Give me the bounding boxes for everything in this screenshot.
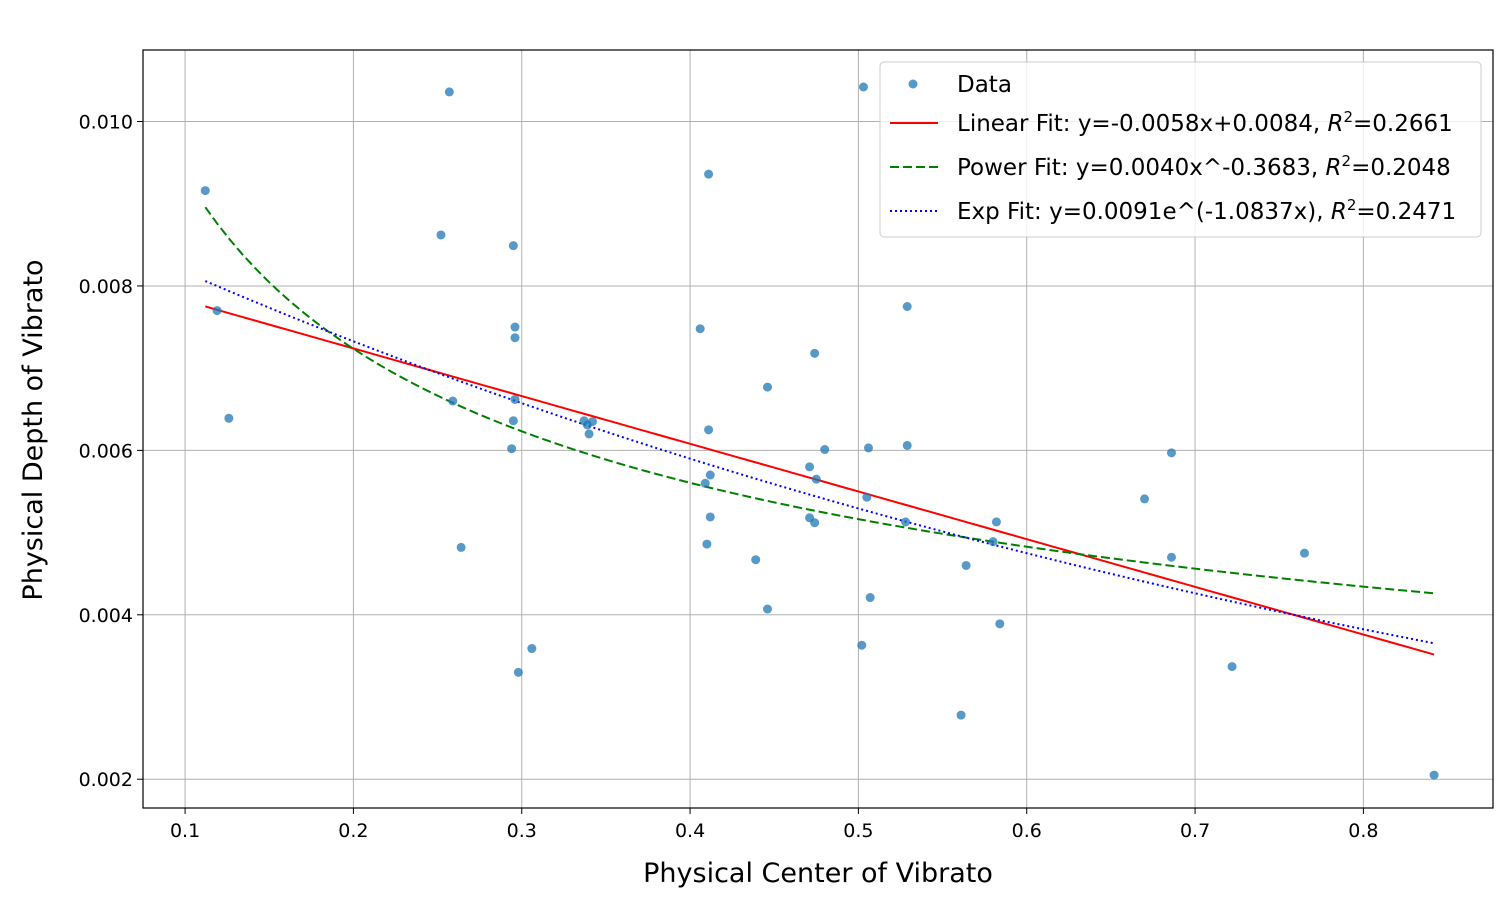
data-point [991,517,1001,527]
plot-frame [142,49,1494,809]
data-point [1227,662,1237,672]
data-point [436,230,446,240]
y-tick-label: 0.006 [79,440,133,462]
x-tick-label: 0.8 [1348,820,1378,842]
data-point [700,478,710,488]
data-point [705,512,715,522]
y-tick-label: 0.004 [79,605,133,627]
data-point [805,462,815,472]
data-point [961,560,971,570]
data-point [763,604,773,614]
data-point [584,429,594,439]
data-point [695,324,705,334]
data-point [456,542,466,552]
data-point [224,413,234,423]
data-point [751,555,761,565]
legend: Data Linear Fit: y=-0.0058x+0.0084, R2=0.… [879,61,1482,238]
legend-entry-label: Power Fit: y=0.0040x^-0.3683, R2=0.2048 [957,152,1451,181]
data-point [820,445,830,455]
data-point [212,306,222,316]
legend-entry-label: Linear Fit: y=-0.0058x+0.0084, R2=0.2661 [957,108,1453,137]
exponential-fit-line [204,280,1435,645]
y-tick-label: 0.002 [79,769,133,791]
y-tick-label: 0.010 [79,112,133,134]
x-axis-label: Physical Center of Vibrato [643,858,993,889]
data-point [863,443,873,453]
data-point [902,302,912,312]
data-point [995,619,1005,629]
x-tick-label: 0.2 [338,820,368,842]
data-point [507,444,517,454]
y-axis-label: Physical Depth of Vibrato [18,259,49,600]
y-tick-label: 0.008 [79,276,133,298]
data-point [901,517,911,527]
data-point [702,539,712,549]
data-point [862,492,872,502]
data-point [810,348,820,358]
axis-ticks: 0.1 0.2 0.3 0.4 0.5 0.6 0.7 0.8 0.002 0.004 0.006 0… [79,112,1379,842]
data-point [865,593,875,603]
data-point [510,322,520,332]
data-point [763,382,773,392]
legend-data-marker [908,79,918,89]
data-point [1166,552,1176,562]
power-fit-line [204,206,1435,595]
data-point [513,667,523,677]
data-point [510,333,520,343]
data-point [587,417,597,427]
data-point [988,537,998,547]
data-points [200,82,1439,780]
x-tick-label: 0.7 [1180,820,1210,842]
data-point [508,416,518,426]
data-point [811,474,821,484]
x-tick-label: 0.5 [843,820,873,842]
x-tick-label: 0.1 [170,820,200,842]
x-tick-label: 0.3 [507,820,537,842]
data-point [527,644,537,654]
legend-entry-label: Exp Fit: y=0.0091e^(-1.0837x), R2=0.2471 [957,196,1456,225]
data-point [858,82,868,92]
x-tick-label: 0.4 [675,820,705,842]
data-point [508,241,518,251]
legend-box [879,61,1482,238]
data-point [1166,448,1176,458]
data-point [705,470,715,480]
data-point [1429,770,1439,780]
data-point [857,640,867,650]
data-point [448,396,458,406]
data-point [200,186,210,196]
data-point [1299,548,1309,558]
x-tick-label: 0.6 [1012,820,1042,842]
data-point [902,440,912,450]
data-point [510,394,520,404]
data-point [704,425,714,435]
data-point [1140,494,1150,504]
data-point [704,169,714,179]
data-point [810,518,820,528]
data-point [956,710,966,720]
data-point [444,87,454,97]
legend-entry-label: Data [957,72,1012,98]
